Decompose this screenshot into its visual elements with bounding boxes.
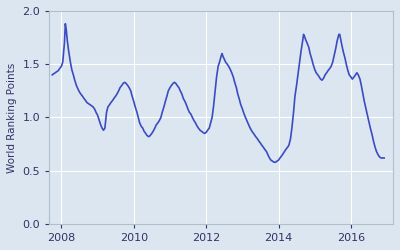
Y-axis label: World Ranking Points: World Ranking Points: [7, 62, 17, 172]
